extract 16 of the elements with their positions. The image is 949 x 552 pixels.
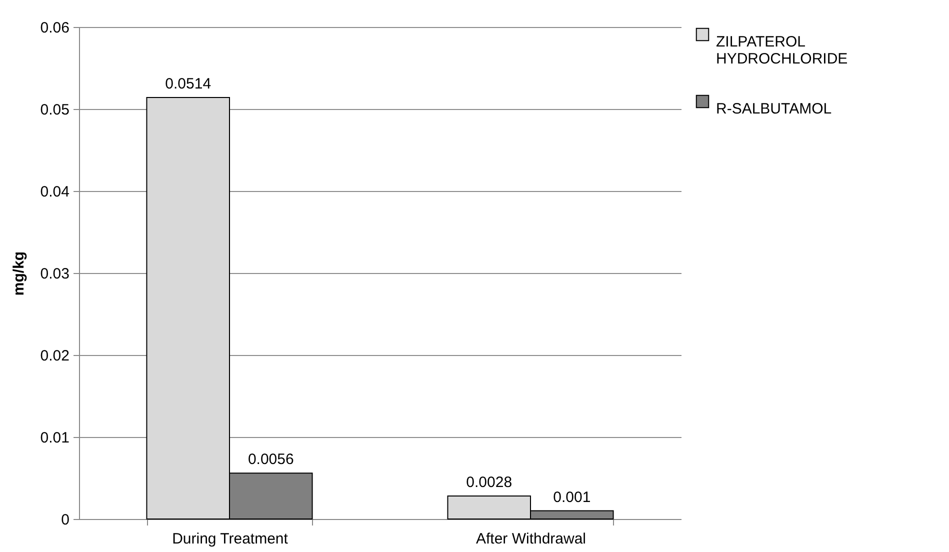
y-axis-title: mg/kg: [10, 251, 28, 296]
y-tick-label: 0.05: [40, 102, 70, 118]
y-tick-label: 0.03: [40, 266, 70, 282]
y-tick-label: 0.02: [40, 348, 70, 364]
y-tick-label: 0.04: [40, 184, 70, 200]
data-label: 0.0514: [165, 76, 212, 93]
data-label: 0.0056: [248, 451, 294, 468]
y-tick-label: 0.01: [40, 430, 70, 446]
legend-label: R-SALBUTAMOL: [716, 100, 832, 118]
data-label: 0.0028: [466, 474, 512, 492]
x-tick-label: During Treatment: [172, 530, 289, 548]
x-tick-label: After Withdrawal: [476, 530, 586, 548]
legend-label: ZILPATEROL HYDROCHLORIDE: [716, 34, 848, 68]
y-tick-label: 0: [61, 512, 70, 528]
data-label: 0.001: [553, 488, 591, 506]
y-tick-label: 0.06: [40, 20, 70, 36]
